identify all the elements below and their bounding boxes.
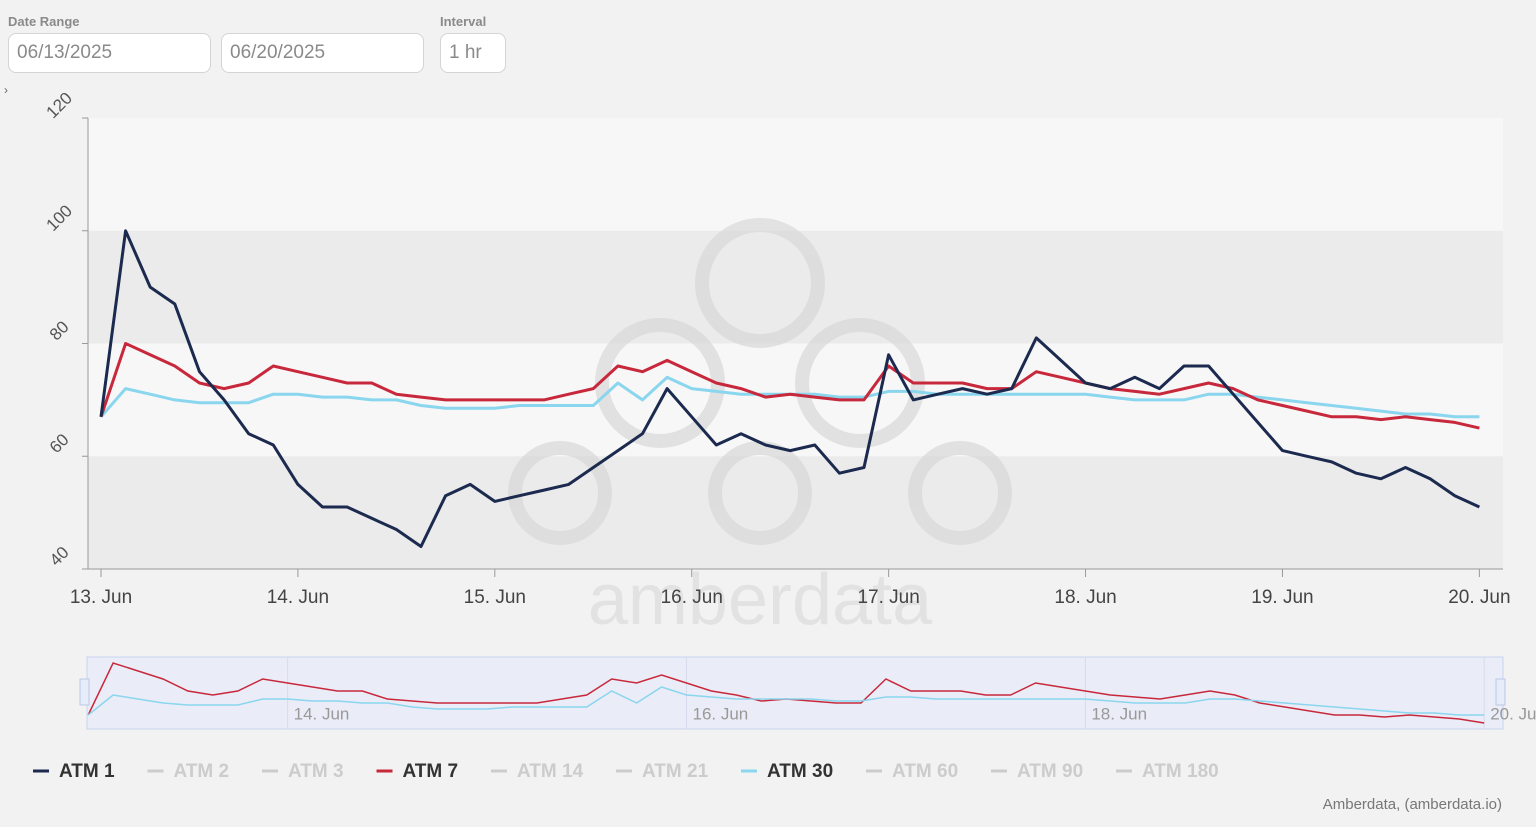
navigator-frame <box>86 656 1504 730</box>
legend-item[interactable]: ATM 21 <box>616 761 709 782</box>
legend-label: ATM 60 <box>892 761 958 782</box>
legend-item[interactable]: ATM 180 <box>1116 761 1219 782</box>
x-tick-label: 17. Jun <box>857 587 919 608</box>
legend-item[interactable]: ATM 2 <box>147 761 230 782</box>
date-range-label: Date Range <box>8 14 80 29</box>
navigator-handle-right[interactable] <box>1495 678 1506 706</box>
plot-band <box>88 230 1503 344</box>
navigator-series <box>87 662 1485 724</box>
legend-item[interactable]: ATM 60 <box>866 761 958 782</box>
legend-item[interactable]: ATM 7 <box>376 761 459 782</box>
interval-input[interactable]: 1 hr <box>440 33 506 73</box>
legend-item[interactable]: ATM 1 <box>33 761 115 782</box>
end-date-input[interactable]: 06/20/2025 <box>221 33 424 73</box>
x-tick-label: 19. Jun <box>1251 587 1313 608</box>
legend-label: ATM 90 <box>1017 761 1083 782</box>
series-line <box>99 342 1480 430</box>
navigator-series <box>87 686 1485 716</box>
navigator-tick-label: 18. Jun <box>1091 704 1147 723</box>
watermark-logo <box>508 218 1012 545</box>
credits: Amberdata, (amberdata.io) <box>1323 796 1502 813</box>
legend-label: ATM 14 <box>517 761 584 782</box>
navigator-tick-label: 14. Jun <box>294 704 350 723</box>
legend-item[interactable]: ATM 90 <box>991 761 1083 782</box>
navigator-handle-left[interactable] <box>79 678 90 706</box>
x-tick-label: 15. Jun <box>464 587 526 608</box>
y-tick-label: 120 <box>43 89 76 122</box>
x-tick-label: 18. Jun <box>1054 587 1116 608</box>
watermark-text: amberdata <box>588 560 933 640</box>
legend-label: ATM 1 <box>59 761 115 782</box>
y-tick-label: 100 <box>43 201 76 234</box>
x-tick-label: 20. Jun <box>1448 587 1510 608</box>
x-tick-label: 16. Jun <box>661 587 723 608</box>
navigator-tick-label: 16. Jun <box>692 704 748 723</box>
interval-label: Interval <box>440 14 487 29</box>
legend-item[interactable]: ATM 14 <box>491 761 584 782</box>
start-date-input[interactable]: 06/13/2025 <box>8 33 211 73</box>
series-line <box>99 375 1480 419</box>
plot-background <box>88 118 1503 569</box>
navigator-tick-label: 20. Jun <box>1490 704 1536 723</box>
x-tick-label: 13. Jun <box>70 587 132 608</box>
legend-label: ATM 3 <box>288 761 344 782</box>
plot-band <box>88 456 1503 569</box>
legend-item[interactable]: ATM 30 <box>741 761 833 782</box>
y-tick-label: 80 <box>46 317 73 344</box>
series-line <box>99 229 1481 548</box>
expand-toggle[interactable]: › <box>4 83 8 97</box>
legend-label: ATM 2 <box>174 761 230 782</box>
legend-item[interactable]: ATM 3 <box>262 761 344 782</box>
legend-label: ATM 21 <box>642 761 709 782</box>
x-tick-label: 14. Jun <box>267 587 329 608</box>
y-tick-label: 40 <box>46 543 73 570</box>
legend-label: ATM 180 <box>1142 761 1219 782</box>
y-tick-label: 60 <box>46 430 73 457</box>
legend-label: ATM 30 <box>767 761 833 782</box>
legend-label: ATM 7 <box>403 761 459 782</box>
